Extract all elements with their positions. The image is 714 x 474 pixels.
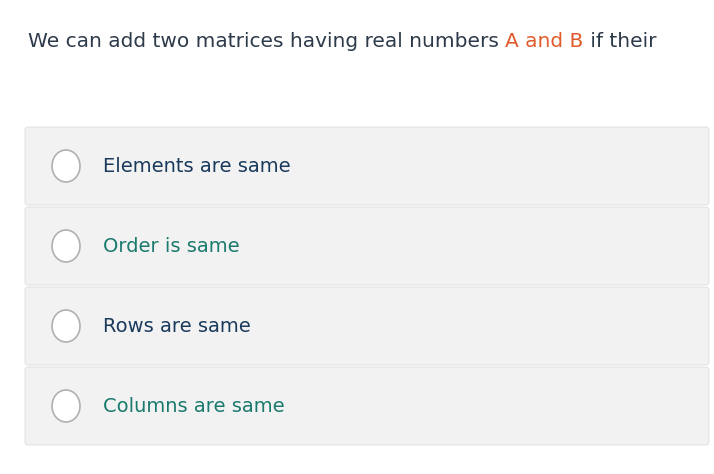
Text: Rows are same: Rows are same (103, 317, 251, 336)
Text: if their: if their (583, 32, 656, 51)
Ellipse shape (52, 310, 80, 342)
Ellipse shape (52, 150, 80, 182)
Text: A and B: A and B (506, 32, 583, 51)
Text: Elements are same: Elements are same (103, 156, 291, 175)
FancyBboxPatch shape (25, 367, 709, 445)
Text: Order is same: Order is same (103, 237, 240, 255)
FancyBboxPatch shape (25, 207, 709, 285)
FancyBboxPatch shape (25, 127, 709, 205)
Text: We can add two matrices having real numbers: We can add two matrices having real numb… (28, 32, 506, 51)
FancyBboxPatch shape (25, 287, 709, 365)
Ellipse shape (52, 230, 80, 262)
Text: Columns are same: Columns are same (103, 396, 285, 416)
Ellipse shape (52, 390, 80, 422)
